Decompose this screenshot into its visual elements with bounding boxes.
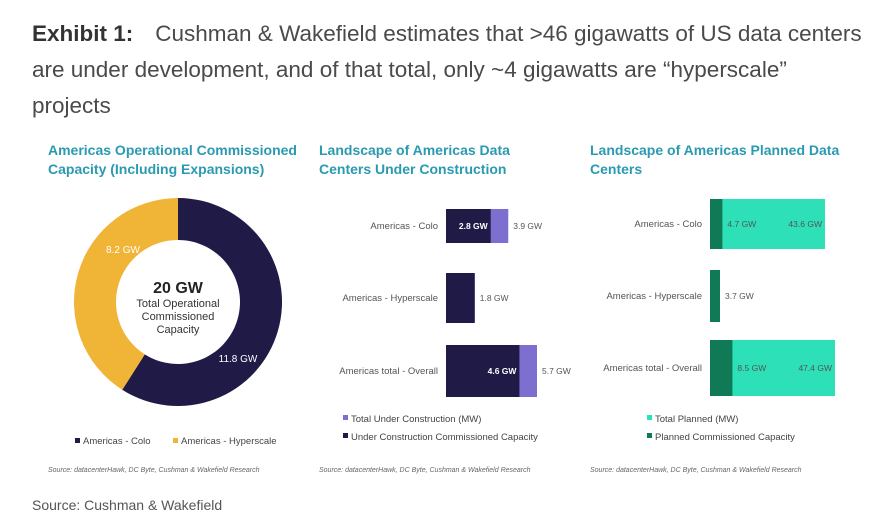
donut-chart: 20 GW Total Operational Commissioned Cap… — [74, 198, 282, 447]
legend-swatch-total-planned — [647, 415, 652, 420]
bar-commissioned-planned-bars-0 — [710, 199, 723, 249]
value-label-total-construction-bars-1: 1.8 GW — [480, 293, 509, 303]
legend-swatch-hyperscale — [173, 438, 178, 443]
legend-label-commissioned-construction: Under Construction Commissioned Capacity — [351, 432, 538, 443]
value-label-total-construction-bars-0: 3.9 GW — [513, 221, 542, 231]
donut-source: Source: datacenterHawk, DC Byte, Cushman… — [48, 467, 260, 474]
bar-commissioned-construction-bars-0 — [446, 209, 491, 243]
category-label-construction-bars-1: Americas - Hyperscale — [342, 293, 438, 304]
category-label-planned-bars-0: Americas - Colo — [634, 219, 702, 230]
category-label-construction-bars-2: Americas total - Overall — [339, 366, 438, 377]
legend-label-hyperscale: Americas - Hyperscale — [181, 436, 277, 447]
footer-source: Source: Cushman & Wakefield — [32, 497, 223, 513]
planned-source: Source: datacenterHawk, DC Byte, Cushman… — [590, 467, 802, 474]
donut-slice-hyperscale — [74, 198, 178, 390]
legend-swatch-commissioned-construction — [343, 433, 348, 438]
category-label-planned-bars-2: Americas total - Overall — [603, 363, 702, 374]
value-label-commissioned-construction-bars-2: 4.6 GW — [488, 366, 518, 376]
value-label-commissioned-planned-bars-0: 4.7 GW — [727, 219, 756, 229]
donut-center-value: 20 GW — [153, 280, 204, 297]
legend-swatch-total-construction — [343, 415, 348, 420]
donut-label-colo: 11.8 GW — [219, 354, 258, 365]
legend-label-total-construction: Total Under Construction (MW) — [351, 414, 481, 425]
value-label-total-construction-bars-2: 5.7 GW — [542, 366, 571, 376]
value-label-commissioned-planned-bars-2: 8.5 GW — [737, 363, 766, 373]
donut-label-hyperscale: 8.2 GW — [106, 245, 140, 256]
category-label-construction-bars-0: Americas - Colo — [370, 221, 438, 232]
bar-commissioned-planned-bars-1 — [710, 270, 720, 322]
bar-total-planned-bars-0 — [710, 199, 825, 249]
bar-commissioned-construction-bars-1 — [446, 273, 475, 323]
value-label-commissioned-planned-bars-1: 3.7 GW — [725, 291, 754, 301]
exhibit-label: Exhibit 1: — [32, 21, 134, 46]
bar-commissioned-construction-bars-2 — [446, 345, 520, 397]
bar-commissioned-planned-bars-2 — [710, 340, 733, 396]
exhibit-headline: Exhibit 1: Cushman & Wakefield estimates … — [32, 16, 862, 124]
legend-label-commissioned-planned: Planned Commissioned Capacity — [655, 432, 795, 443]
donut-slice-colo — [122, 198, 282, 406]
value-label-commissioned-construction-bars-0: 2.8 GW — [459, 221, 489, 231]
legend-label-colo: Americas - Colo — [83, 436, 151, 447]
legend-label-total-planned: Total Planned (MW) — [655, 414, 738, 425]
legend-swatch-colo — [75, 438, 80, 443]
legend-swatch-commissioned-planned — [647, 433, 652, 438]
donut-center-caption-1: Total Operational — [136, 298, 219, 310]
planned-title: Landscape of Americas Planned Data Cente… — [590, 142, 840, 177]
exhibit-text: Cushman & Wakefield estimates that >46 g… — [32, 21, 862, 118]
planned-chart: Americas - Colo 4.7 GW 43.6 GW Americas - H… — [603, 199, 835, 443]
donut-center-caption-2: Commissioned — [142, 311, 215, 323]
value-label-total-planned-bars-0: 43.6 GW — [788, 219, 822, 229]
donut-center-caption-3: Capacity — [157, 324, 200, 336]
construction-chart: Americas - Colo 2.8 GW 3.9 GW Americas - Hy… — [339, 209, 571, 443]
donut-title: Americas Operational Commissioned Capaci… — [48, 142, 297, 177]
category-label-planned-bars-1: Americas - Hyperscale — [606, 291, 702, 302]
value-label-total-planned-bars-2: 47.4 GW — [798, 363, 832, 373]
construction-source: Source: datacenterHawk, DC Byte, Cushman… — [319, 467, 531, 474]
construction-title: Landscape of Americas Data Centers Under… — [319, 142, 510, 177]
